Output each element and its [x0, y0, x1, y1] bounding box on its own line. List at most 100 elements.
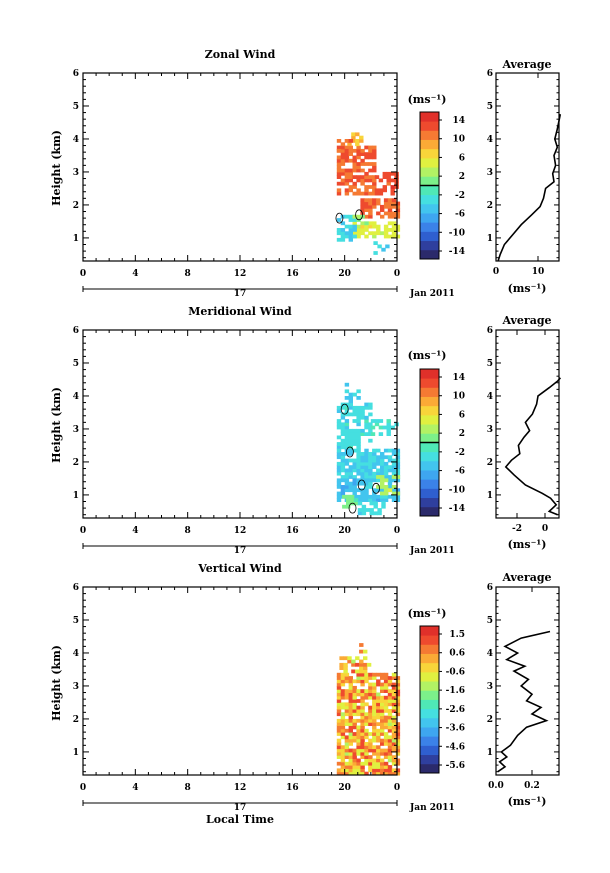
- heatmap-cell: [355, 142, 360, 147]
- colorbar-swatch: [420, 451, 439, 462]
- heatmap-cell: [344, 382, 350, 387]
- heatmap-cell: [368, 689, 373, 693]
- heatmap-cell: [348, 231, 353, 236]
- heatmap-cell: [395, 712, 401, 717]
- heatmap-cell: [364, 185, 369, 189]
- heatmap-cell: [348, 402, 353, 407]
- heatmap-cell: [356, 699, 361, 703]
- heatmap-cell: [361, 511, 367, 516]
- heatmap-cell: [372, 488, 377, 493]
- x-tick-label: 4: [132, 783, 138, 793]
- heatmap-cell: [382, 171, 387, 176]
- heatmap-cell: [368, 685, 373, 690]
- heatmap-cell: [368, 185, 373, 189]
- panel-title: Meridional Wind: [188, 305, 292, 318]
- heatmap-cell: [360, 695, 365, 700]
- heatmap-cell: [368, 198, 373, 203]
- heatmap-cell: [347, 142, 352, 147]
- heatmap-cell: [380, 712, 385, 717]
- heatmap-cell: [387, 465, 393, 469]
- heatmap-cell: [344, 224, 350, 229]
- heatmap-cell: [372, 494, 377, 499]
- heatmap-cell: [395, 478, 401, 483]
- colorbar-swatch: [420, 249, 439, 260]
- heatmap-cell: [368, 402, 373, 407]
- heatmap-cell: [383, 498, 389, 502]
- heatmap-cell: [368, 422, 373, 427]
- heatmap-cell: [364, 751, 369, 756]
- heatmap-cell: [372, 175, 377, 179]
- heatmap-cell: [364, 755, 369, 759]
- heatmap-cell: [360, 748, 365, 753]
- heatmap-cell: [340, 768, 346, 773]
- heatmap-cell: [348, 679, 353, 684]
- heatmap-cell: [340, 228, 346, 232]
- colorbar-tick-label: -2.6: [446, 705, 465, 715]
- heatmap-cell: [340, 712, 346, 717]
- heatmap-cell: [360, 468, 365, 473]
- colorbar-tick-label: -1.6: [446, 686, 465, 696]
- heatmap-cell: [373, 501, 378, 506]
- heatmap-cell: [356, 676, 361, 680]
- heatmap-cell: [340, 771, 346, 776]
- heatmap-cell: [336, 425, 342, 430]
- heatmap-cell: [376, 771, 381, 776]
- heatmap-cell: [391, 692, 397, 697]
- heatmap-cell: [344, 485, 350, 489]
- heatmap-cell: [344, 396, 350, 400]
- heatmap-cell: [383, 448, 389, 453]
- heatmap-cell: [390, 171, 395, 176]
- colorbar-swatch: [420, 194, 439, 205]
- heatmap-cell: [364, 732, 369, 736]
- heatmap-cell: [344, 478, 350, 483]
- heatmap-cell: [391, 699, 397, 703]
- heatmap-cell: [386, 171, 391, 176]
- heatmap-cell: [356, 162, 361, 166]
- heatmap-cell: [348, 148, 353, 153]
- heatmap-cell: [376, 485, 381, 489]
- heatmap-cell: [352, 761, 357, 766]
- heatmap-cell: [383, 471, 389, 476]
- heatmap-cell: [340, 162, 346, 166]
- heatmap-cell: [376, 715, 381, 720]
- heatmap-cell: [340, 758, 346, 763]
- heatmap-cell: [364, 402, 369, 407]
- heatmap-cell: [383, 689, 389, 693]
- heatmap-cell: [360, 765, 365, 769]
- heatmap-cell: [368, 692, 373, 697]
- heatmap-cell: [340, 715, 346, 720]
- heatmap-cell: [395, 471, 401, 476]
- heatmap-cell: [364, 745, 369, 750]
- heatmap-cell: [373, 241, 378, 245]
- heatmap-cell: [340, 461, 346, 466]
- heatmap-cell: [372, 728, 377, 733]
- heatmap-cell: [360, 771, 365, 776]
- heatmap-cell: [356, 452, 361, 456]
- heatmap-cell: [383, 478, 389, 483]
- heatmap-cell: [360, 722, 365, 726]
- heatmap-cell: [352, 165, 357, 170]
- heatmap-cell: [364, 488, 369, 493]
- heatmap-cell: [348, 732, 353, 736]
- heatmap-cell: [360, 475, 365, 479]
- heatmap-cell: [380, 738, 385, 743]
- x-tick-label: 8: [185, 269, 191, 279]
- heatmap-cell: [380, 725, 385, 730]
- heatmap-cell: [368, 468, 373, 473]
- average-axes: 1 2 3 4 5 6 0.0 0.2: [487, 583, 560, 791]
- colorbar-swatch: [420, 231, 439, 242]
- heatmap-cell: [340, 442, 346, 446]
- heatmap-cell: [348, 765, 353, 769]
- heatmap-cell: [348, 742, 353, 746]
- average-y-tick-label: 3: [487, 168, 493, 178]
- heatmap-cell: [360, 705, 365, 710]
- heatmap-cell: [376, 494, 381, 499]
- y-tick-label: 3: [73, 168, 79, 178]
- heatmap-cell: [356, 191, 361, 196]
- average-y-tick-label: 6: [487, 583, 493, 593]
- heatmap-cell: [380, 742, 385, 746]
- heatmap-cell: [348, 435, 353, 440]
- heatmap-cell: [344, 488, 350, 493]
- heatmap-cell: [340, 171, 346, 176]
- heatmap-cell: [352, 428, 357, 433]
